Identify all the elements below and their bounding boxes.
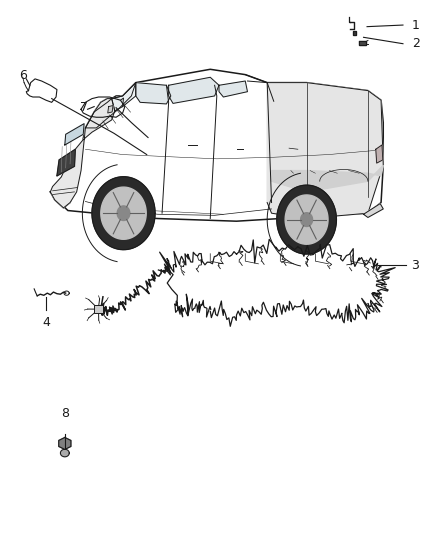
Polygon shape xyxy=(219,81,247,97)
Polygon shape xyxy=(272,165,383,192)
Text: 8: 8 xyxy=(61,407,69,419)
Polygon shape xyxy=(136,83,171,104)
Polygon shape xyxy=(277,185,336,254)
Text: 4: 4 xyxy=(42,316,50,328)
Polygon shape xyxy=(300,213,313,227)
Polygon shape xyxy=(85,83,136,128)
Polygon shape xyxy=(169,77,219,103)
Polygon shape xyxy=(364,204,383,217)
Polygon shape xyxy=(59,438,71,449)
Text: 1: 1 xyxy=(412,19,420,31)
Text: 7: 7 xyxy=(80,101,88,114)
Polygon shape xyxy=(117,206,130,221)
Text: 3: 3 xyxy=(411,259,419,272)
Polygon shape xyxy=(101,187,146,239)
Polygon shape xyxy=(112,83,136,111)
Polygon shape xyxy=(108,106,113,113)
Text: 6: 6 xyxy=(19,69,27,82)
Polygon shape xyxy=(92,177,155,249)
Polygon shape xyxy=(50,69,383,221)
Polygon shape xyxy=(376,145,383,163)
Polygon shape xyxy=(60,449,69,457)
Polygon shape xyxy=(65,124,84,145)
Polygon shape xyxy=(50,99,115,208)
Polygon shape xyxy=(353,31,356,35)
Polygon shape xyxy=(359,41,366,45)
Text: 2: 2 xyxy=(412,37,420,50)
Polygon shape xyxy=(285,195,328,244)
Polygon shape xyxy=(267,83,383,219)
Polygon shape xyxy=(57,149,75,176)
Polygon shape xyxy=(94,305,103,313)
